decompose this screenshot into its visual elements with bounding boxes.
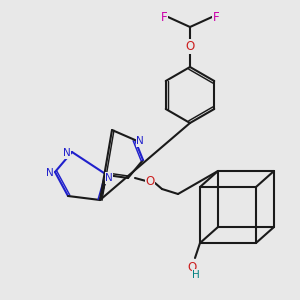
Text: N: N [105,173,113,183]
Text: N: N [63,148,71,158]
Text: O: O [188,261,196,274]
Text: F: F [161,11,167,24]
Text: O: O [185,40,195,53]
Text: F: F [213,11,219,24]
Text: N: N [136,136,144,146]
Text: H: H [192,270,200,280]
Text: O: O [146,175,154,188]
Text: N: N [46,168,54,178]
